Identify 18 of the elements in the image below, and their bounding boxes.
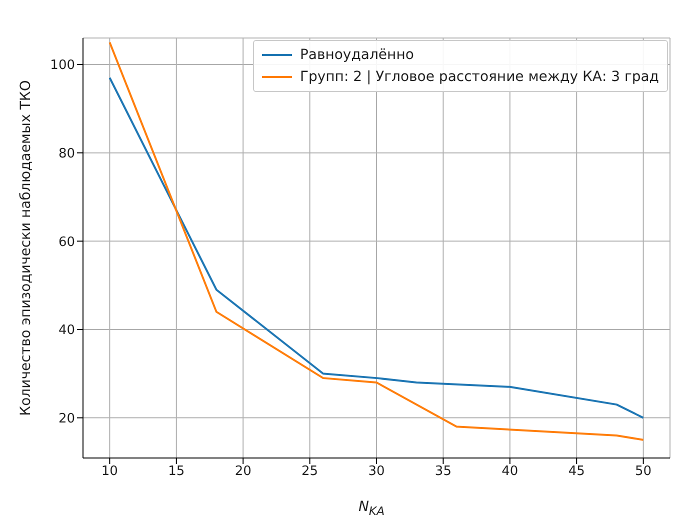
x-tick-label: 35 bbox=[434, 464, 452, 480]
x-tick-label: 40 bbox=[502, 464, 518, 480]
x-tick-label: 30 bbox=[368, 464, 385, 480]
x-tick-label: 20 bbox=[234, 464, 252, 480]
x-tick-label: 50 bbox=[635, 464, 652, 480]
x-tick-label: 25 bbox=[302, 464, 318, 480]
y-axis-title: Количество эпизодически наблюдаемых ТКО bbox=[18, 80, 34, 416]
y-tick-label: 40 bbox=[58, 323, 75, 338]
y-tick-label: 20 bbox=[58, 411, 75, 426]
x-axis-title: N$_{KA}$ bbox=[357, 499, 386, 518]
legend-label: Равноудалённо bbox=[300, 46, 414, 65]
x-tick-label: 10 bbox=[101, 464, 118, 480]
y-tick-label: 80 bbox=[58, 146, 75, 162]
legend-label: Групп: 2 | Угловое расстояние между КА: 3 град bbox=[300, 68, 659, 87]
x-tick-label: 15 bbox=[168, 464, 185, 480]
x-tick-label: 45 bbox=[568, 464, 585, 480]
y-tick-label: 100 bbox=[50, 58, 75, 74]
y-tick-label: 60 bbox=[58, 234, 75, 250]
